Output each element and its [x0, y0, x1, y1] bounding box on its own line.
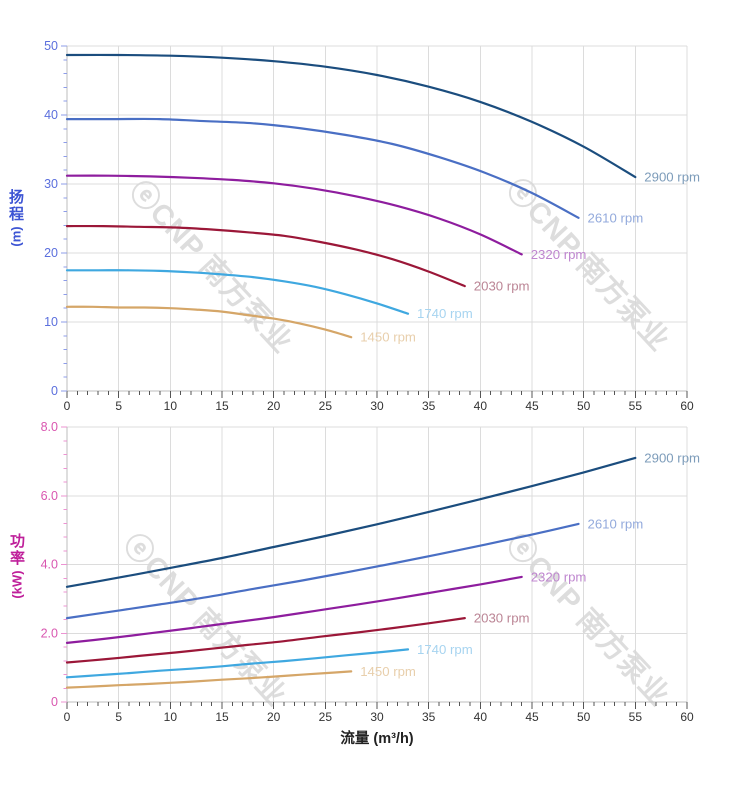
x-axis-title: 流量 (m³/h)	[340, 731, 414, 747]
x-tick-label: 0	[64, 399, 71, 413]
head-curves-grid	[67, 45, 688, 391]
head-curve-label-2320-rpm: 2320 rpm	[531, 247, 587, 262]
watermark-cnp-logo-text: ⓔCNP 南方泵业	[123, 174, 300, 360]
head-curves-x-ticks	[66, 391, 688, 398]
x-tick-label: 10	[164, 710, 178, 724]
head-curve-1450-rpm	[65, 305, 353, 339]
power-y-axis-unit: (kW)	[9, 570, 25, 599]
x-tick-label: 30	[370, 399, 384, 413]
head-curve-label-2900-rpm: 2900 rpm	[644, 170, 700, 185]
power-curve-1450-rpm	[65, 670, 353, 689]
power-curves-y-ticks	[61, 426, 67, 703]
head-curves-chart: ⓔCNP 南方泵业 ⓔCNP 南方泵业 0 5 10 15 20 25 30 35 40 45 50 55…	[44, 39, 700, 413]
power-curve-label-2900-rpm: 2900 rpm	[644, 450, 700, 465]
x-tick-label: 35	[422, 399, 436, 413]
power-curve-2320-rpm	[65, 575, 523, 644]
x-tick-label: 25	[319, 710, 333, 724]
y-tick-label: 0	[51, 384, 58, 398]
x-tick-label: 45	[525, 399, 539, 413]
power-curve-label-2610-rpm: 2610 rpm	[588, 516, 644, 531]
x-tick-label: 5	[115, 399, 122, 413]
power-curve-label-2320-rpm: 2320 rpm	[531, 569, 587, 584]
watermark-cnp-logo-text: ⓔCNP 南方泵业	[500, 172, 677, 358]
power-curve-label-1450-rpm: 1450 rpm	[360, 664, 416, 679]
x-tick-label: 25	[319, 399, 333, 413]
x-tick-label: 60	[680, 710, 694, 724]
y-tick-label: 6.0	[41, 489, 58, 503]
x-tick-label: 50	[577, 399, 591, 413]
power-curve-label-1740-rpm: 1740 rpm	[417, 642, 473, 657]
head-y-axis-unit: (m)	[8, 226, 24, 247]
power-y-axis-title: 功率	[9, 533, 25, 567]
x-tick-label: 60	[680, 399, 694, 413]
x-tick-label: 15	[215, 399, 229, 413]
power-curve-2900-rpm	[65, 456, 637, 588]
head-curve-2030-rpm	[65, 224, 466, 288]
x-tick-label: 30	[370, 710, 384, 724]
x-tick-label: 0	[64, 710, 71, 724]
head-curve-label-1740-rpm: 1740 rpm	[417, 306, 473, 321]
head-curve-2610-rpm	[65, 117, 580, 219]
y-tick-label: 10	[44, 315, 58, 329]
y-tick-label: 4.0	[41, 558, 58, 572]
x-tick-label: 20	[267, 399, 281, 413]
y-tick-label: 2.0	[41, 626, 58, 640]
x-tick-label: 35	[422, 710, 436, 724]
x-tick-label: 15	[215, 710, 229, 724]
head-curve-label-1450-rpm: 1450 rpm	[360, 330, 416, 345]
power-curves-grid	[67, 426, 688, 702]
head-curve-1740-rpm	[65, 269, 410, 315]
head-curve-2900-rpm	[65, 53, 637, 179]
y-tick-label: 0	[51, 695, 58, 709]
power-curve-2030-rpm	[65, 617, 466, 664]
power-curves-x-ticks	[66, 702, 688, 709]
head-curve-2320-rpm	[65, 174, 523, 256]
power-curve-label-2030-rpm: 2030 rpm	[474, 611, 530, 626]
y-tick-label: 50	[44, 39, 58, 53]
x-tick-label: 10	[164, 399, 178, 413]
x-tick-label: 40	[474, 399, 488, 413]
x-tick-label: 50	[577, 710, 591, 724]
x-tick-label: 5	[115, 710, 122, 724]
y-tick-label: 40	[44, 108, 58, 122]
power-curve-2610-rpm	[65, 522, 580, 620]
y-tick-label: 30	[44, 177, 58, 191]
x-tick-label: 55	[629, 399, 643, 413]
head-y-axis-title: 扬程	[8, 189, 24, 223]
x-tick-label: 45	[525, 710, 539, 724]
head-curve-label-2030-rpm: 2030 rpm	[474, 279, 530, 294]
y-tick-label: 20	[44, 246, 58, 260]
head-curve-label-2610-rpm: 2610 rpm	[588, 210, 644, 225]
y-tick-label: 8.0	[41, 420, 58, 434]
head-curves-y-ticks	[61, 45, 67, 392]
x-tick-label: 55	[629, 710, 643, 724]
x-tick-label: 20	[267, 710, 281, 724]
power-curve-1740-rpm	[65, 648, 410, 679]
x-tick-label: 40	[474, 710, 488, 724]
